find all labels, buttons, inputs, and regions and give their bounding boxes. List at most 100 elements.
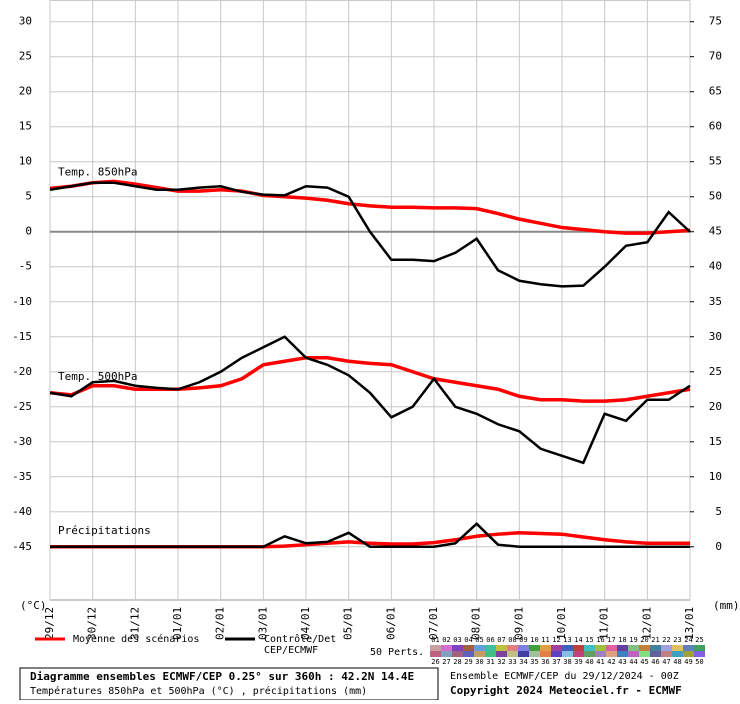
- member-label: 38: [563, 658, 571, 666]
- x-tick-label: 11/01: [598, 607, 611, 640]
- member-label: 10: [530, 636, 538, 644]
- member-swatch: [650, 651, 661, 657]
- member-label: 08: [508, 636, 516, 644]
- member-swatch: [562, 651, 573, 657]
- member-label: 18: [618, 636, 626, 644]
- y2-tick-label: 15: [709, 435, 722, 448]
- member-swatch: [650, 645, 661, 651]
- control-line: [50, 521, 690, 549]
- x-tick-label: 04/01: [299, 607, 312, 640]
- member-swatch: [617, 645, 628, 651]
- y2-tick-label: 60: [709, 120, 722, 133]
- member-label: 16: [596, 636, 604, 644]
- member-swatch: [529, 645, 540, 651]
- y-tick-label: 20: [19, 85, 32, 98]
- x-tick-label: 09/01: [512, 607, 525, 640]
- member-swatch: [694, 645, 705, 651]
- member-swatch: [606, 651, 617, 657]
- x-tick-label: 07/01: [427, 607, 440, 640]
- group-label: Temp. 850hPa: [58, 165, 137, 178]
- member-swatch: [672, 651, 683, 657]
- member-label: 33: [508, 658, 516, 666]
- y-tick-label: -5: [19, 260, 32, 273]
- legend-label: CEP/ECMWF: [264, 645, 318, 656]
- legend-label: Moyenne des scénarios: [73, 633, 199, 645]
- plot-area: [49, 0, 691, 601]
- member-label: 32: [497, 658, 505, 666]
- member-swatch: [617, 651, 628, 657]
- member-swatch: [441, 645, 452, 651]
- member-swatch: [573, 651, 584, 657]
- member-swatch: [639, 645, 650, 651]
- y2-tick-label: 30: [709, 330, 722, 343]
- x-tick-label: 03/01: [256, 607, 269, 640]
- copyright: Copyright 2024 Meteociel.fr - ECMWF: [450, 684, 682, 697]
- member-swatch: [463, 645, 474, 651]
- member-swatch: [551, 645, 562, 651]
- member-label: 11: [541, 636, 549, 644]
- member-label: 49: [684, 658, 692, 666]
- member-swatch: [628, 645, 639, 651]
- member-label: 35: [530, 658, 538, 666]
- x-tick-label: 01/01: [171, 607, 184, 640]
- x-tick-label: 31/12: [128, 607, 141, 640]
- y2-axis-label: (mm): [713, 599, 740, 612]
- member-label: 02: [442, 636, 450, 644]
- member-swatch: [452, 645, 463, 651]
- member-label: 34: [519, 658, 527, 666]
- member-swatch: [463, 651, 474, 657]
- caption-box: [19, 667, 439, 701]
- member-label: 42: [607, 658, 615, 666]
- y-tick-label: 10: [19, 155, 32, 168]
- y-tick-label: 0: [25, 225, 32, 238]
- member-swatch: [540, 645, 551, 651]
- y-tick-label: 5: [25, 190, 32, 203]
- y-tick-label: -40: [12, 505, 32, 518]
- member-label: 19: [629, 636, 637, 644]
- member-swatch: [639, 651, 650, 657]
- member-swatch: [661, 645, 672, 651]
- member-label: 48: [673, 658, 681, 666]
- member-label: 36: [541, 658, 549, 666]
- x-tick-label: 02/01: [214, 607, 227, 640]
- y2-tick-label: 25: [709, 365, 722, 378]
- member-label: 03: [453, 636, 461, 644]
- members-label: 50 Perts.: [370, 647, 424, 658]
- member-label: 37: [552, 658, 560, 666]
- y2-tick-label: 35: [709, 295, 722, 308]
- y2-tick-label: 10: [709, 470, 722, 483]
- y2-tick-label: 50: [709, 190, 722, 203]
- member-label: 07: [497, 636, 505, 644]
- member-swatch: [518, 651, 529, 657]
- member-label: 09: [519, 636, 527, 644]
- mean-line: [49, 356, 691, 403]
- member-label: 25: [695, 636, 703, 644]
- member-swatch: [672, 645, 683, 651]
- member-label: 30: [475, 658, 483, 666]
- member-label: 44: [629, 658, 637, 666]
- control-line: [49, 335, 691, 465]
- y2-tick-label: 75: [709, 15, 722, 28]
- y-tick-label: 25: [19, 50, 32, 63]
- member-label: 13: [563, 636, 571, 644]
- member-label: 26: [431, 658, 439, 666]
- member-swatch: [683, 651, 694, 657]
- chart-subtitle: Températures 850hPa et 500hPa (°C) , pré…: [30, 685, 367, 697]
- member-label: 22: [662, 636, 670, 644]
- y-axis-label: (°C): [20, 599, 47, 612]
- x-tick-label: 29/12: [43, 607, 56, 640]
- member-label: 21: [651, 636, 659, 644]
- y2-tick-label: 45: [709, 225, 722, 238]
- member-label: 20: [640, 636, 648, 644]
- member-label: 27: [442, 658, 450, 666]
- y-tick-label: -10: [12, 295, 32, 308]
- x-tick-label: 10/01: [555, 607, 568, 640]
- member-label: 31: [486, 658, 494, 666]
- member-swatch: [628, 651, 639, 657]
- member-swatch: [694, 651, 705, 657]
- member-swatch: [430, 645, 441, 651]
- member-swatch: [485, 645, 496, 651]
- member-swatch: [661, 651, 672, 657]
- y-tick-label: 15: [19, 120, 32, 133]
